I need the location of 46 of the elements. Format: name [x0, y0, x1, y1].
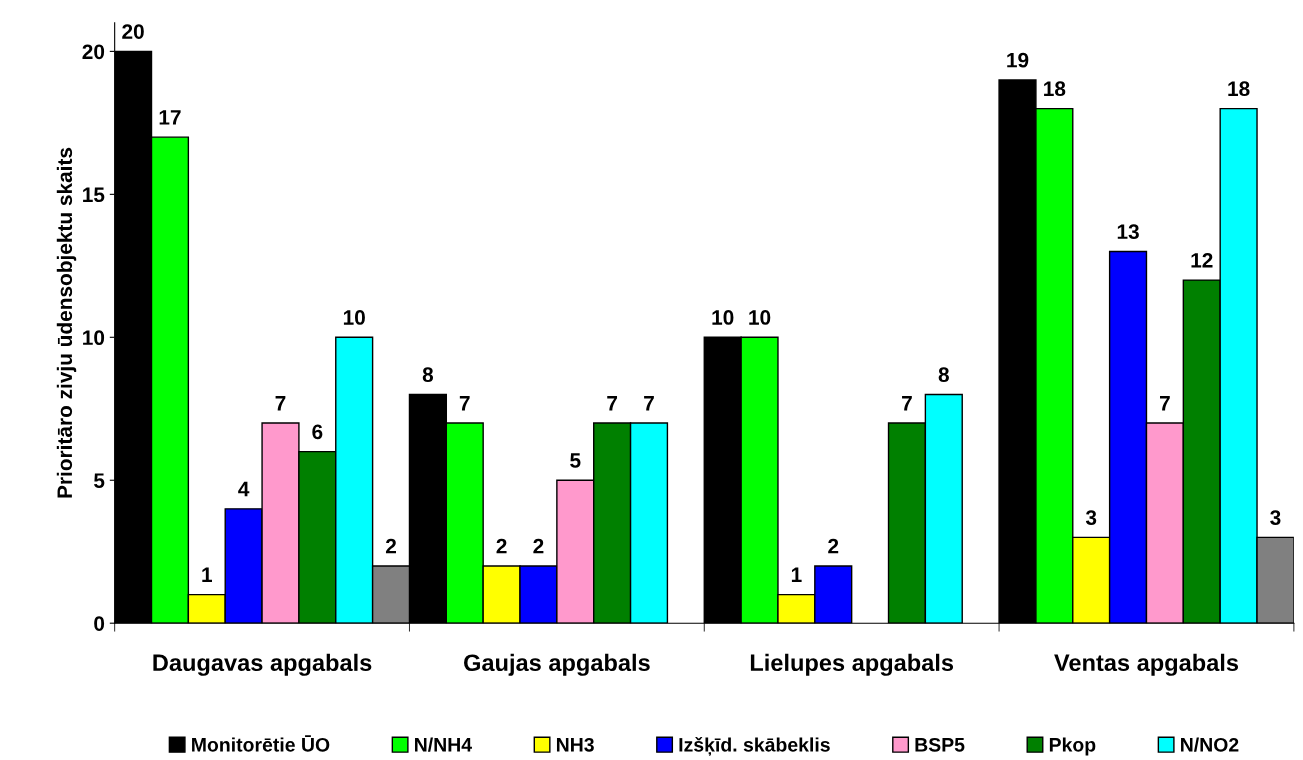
- data-label: 10: [749, 310, 771, 325]
- x-tick-label: Ventas apgabals: [1054, 653, 1239, 676]
- data-label: 2: [533, 538, 544, 554]
- data-label: 13: [1117, 224, 1139, 240]
- legend-label: BSP5: [915, 737, 965, 752]
- data-label: 7: [902, 396, 912, 411]
- data-label: 4: [238, 481, 250, 497]
- data-label: 18: [1044, 81, 1066, 97]
- data-label: 3: [1270, 510, 1281, 526]
- y-tick-label: 0: [94, 616, 105, 631]
- data-label: 3: [1085, 510, 1097, 526]
- data-label: 10: [343, 310, 365, 325]
- data-label: 7: [275, 396, 286, 411]
- data-label: 7: [1160, 396, 1170, 411]
- legend-label: Pkop: [1049, 737, 1096, 756]
- legend-label: Monitorētie ŪO: [192, 735, 330, 752]
- data-label: 8: [422, 367, 434, 383]
- y-tick-label: 5: [94, 473, 105, 488]
- data-label: 7: [607, 396, 618, 411]
- y-tick-label: 20: [82, 44, 105, 60]
- data-label: 12: [1191, 252, 1213, 268]
- data-label: 20: [122, 24, 144, 39]
- legend-label: NH3: [556, 737, 594, 752]
- legend-label: N/NO2: [1181, 737, 1239, 752]
- data-label: 17: [159, 110, 181, 125]
- data-label: 19: [1007, 52, 1029, 68]
- data-label: 10: [712, 310, 734, 325]
- data-label: 8: [938, 367, 949, 383]
- data-label: 2: [828, 538, 839, 554]
- x-tick-label: Daugavas apgabals: [153, 653, 372, 676]
- legend-label: N/NH4: [415, 737, 472, 752]
- y-tick-label: 15: [83, 187, 105, 203]
- data-label: 2: [496, 538, 507, 554]
- x-tick-label: Lielupes apgabals: [750, 653, 954, 676]
- data-label: 7: [459, 396, 470, 411]
- legend-label: Izšķīd. skābeklis: [679, 736, 830, 756]
- data-label: 7: [644, 396, 654, 411]
- data-label: 2: [385, 538, 396, 554]
- y-axis-title: Prioritāro zivju ūdensobjektu skaits: [56, 147, 77, 498]
- data-label: 18: [1228, 81, 1250, 97]
- data-label: 5: [570, 453, 581, 468]
- x-tick-label: Gaujas apgabals: [464, 653, 650, 676]
- data-label: 1: [791, 567, 802, 582]
- data-label: 1: [202, 567, 212, 582]
- y-tick-label: 10: [83, 330, 105, 346]
- data-label: 6: [312, 424, 323, 440]
